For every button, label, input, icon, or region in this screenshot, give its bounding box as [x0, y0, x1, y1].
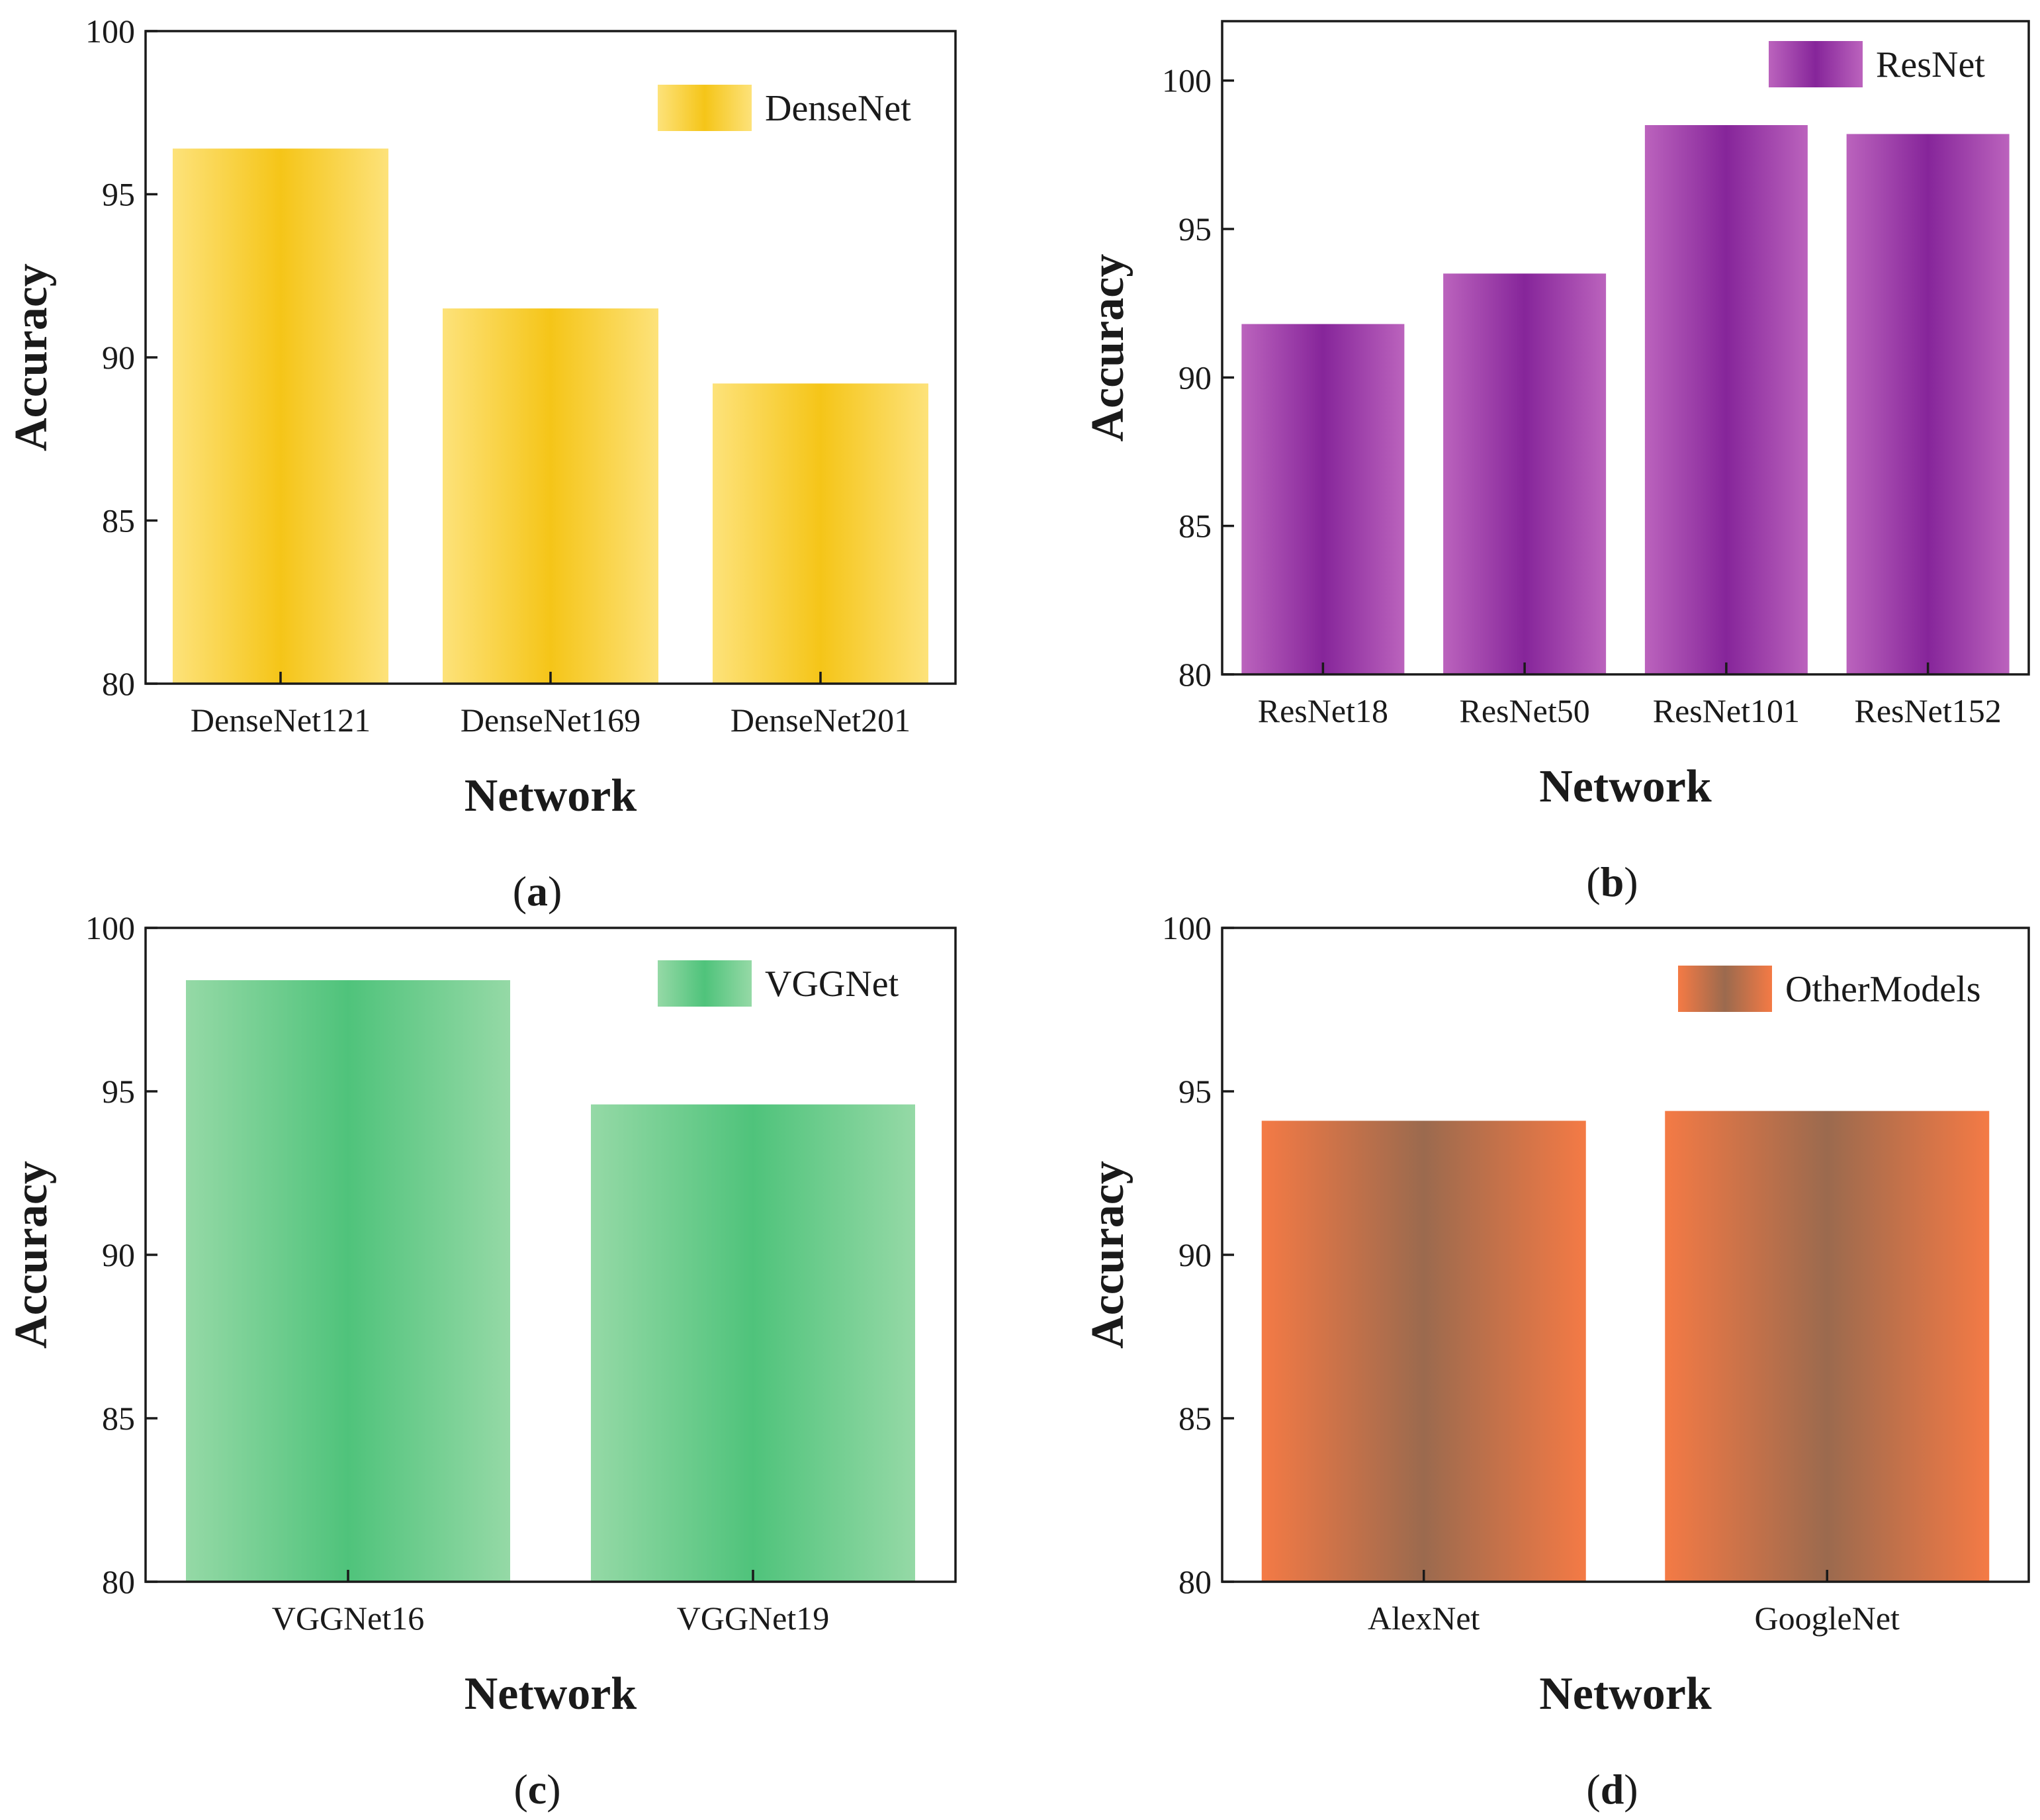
- x-tick-label: ResNet18: [1258, 692, 1388, 729]
- y-tick-label: 95: [102, 1073, 135, 1110]
- legend-label: DenseNet: [765, 88, 911, 129]
- y-tick-label: 100: [85, 13, 135, 50]
- y-tick-label: 100: [1162, 62, 1212, 99]
- panel-label: (d): [1586, 1766, 1638, 1813]
- plot-frame: [1221, 20, 2030, 676]
- x-axis-title: Network: [465, 1668, 637, 1719]
- bar-vggnet16: [186, 980, 510, 1582]
- y-axis-title: Accuracy: [1083, 1161, 1133, 1349]
- x-tick-label: GoogleNet: [1755, 1600, 1900, 1637]
- legend: VGGNet: [658, 960, 899, 1007]
- legend-swatch: [1769, 41, 1863, 87]
- y-tick-label: 85: [102, 1400, 135, 1437]
- legend-swatch: [1678, 966, 1772, 1012]
- chart-panel: 80 85 90 95 100 VGGNet16 VGGNet19 Network Accura…: [6, 909, 957, 1813]
- legend-swatch: [658, 960, 752, 1007]
- y-tick-label: 95: [1178, 210, 1212, 248]
- bar-vggnet19: [591, 1104, 915, 1582]
- y-tick-label: 80: [1178, 1563, 1212, 1600]
- x-tick-label: DenseNet201: [731, 702, 910, 739]
- y-tick-label: 90: [1178, 1236, 1212, 1273]
- legend-label: OtherModels: [1785, 969, 1981, 1010]
- bar-densenet121: [173, 148, 388, 684]
- chart-panel: 80 85 90 95 100 ResNet18 ResNet50 ResNet101 ResN…: [1083, 20, 2030, 905]
- bar-resnet50: [1443, 273, 1607, 674]
- x-tick-label: ResNet101: [1653, 692, 1800, 729]
- y-tick-label: 85: [1178, 508, 1212, 545]
- panel-label: (b): [1586, 858, 1638, 905]
- x-tick-label: ResNet152: [1855, 692, 2002, 729]
- y-tick-label: 85: [1178, 1400, 1212, 1437]
- bar-resnet101: [1644, 125, 1808, 675]
- y-tick-label: 95: [102, 176, 135, 213]
- y-tick-label: 100: [1162, 909, 1212, 946]
- y-tick-label: 90: [102, 339, 135, 376]
- x-tick-label: ResNet50: [1460, 692, 1590, 729]
- y-tick-label: 85: [102, 502, 135, 539]
- bar-densenet169: [443, 308, 658, 684]
- bar-densenet201: [713, 383, 928, 684]
- x-tick-label: AlexNet: [1368, 1600, 1480, 1637]
- x-tick-label: DenseNet169: [461, 702, 641, 739]
- panel-label: (a): [513, 868, 562, 915]
- legend-label: VGGNet: [765, 964, 899, 1005]
- legend-label: ResNet: [1876, 44, 1985, 85]
- y-tick-label: 90: [102, 1236, 135, 1273]
- y-tick-label: 100: [85, 909, 135, 946]
- chart-panel: 80 85 90 95 100 DenseNet121 DenseNet169 DenseNe…: [6, 13, 957, 915]
- chart-panel: 80 85 90 95 100 AlexNet GoogleNet Network Accura…: [1083, 909, 2030, 1813]
- x-axis-title: Network: [465, 770, 637, 821]
- x-tick-label: VGGNet19: [677, 1600, 830, 1637]
- x-tick-label: DenseNet121: [191, 702, 371, 739]
- y-axis-title: Accuracy: [6, 263, 57, 451]
- y-axis-title: Accuracy: [6, 1161, 57, 1349]
- legend: ResNet: [1769, 41, 1985, 87]
- legend-swatch: [658, 85, 752, 131]
- bar-resnet18: [1241, 324, 1405, 674]
- x-axis-title: Network: [1539, 1668, 1712, 1719]
- panel-label: (c): [513, 1766, 560, 1813]
- y-tick-label: 80: [102, 1563, 135, 1600]
- legend: DenseNet: [658, 85, 911, 131]
- y-tick-label: 90: [1178, 359, 1212, 396]
- y-tick-label: 80: [1178, 656, 1212, 693]
- legend: OtherModels: [1678, 966, 1981, 1012]
- y-tick-label: 80: [102, 665, 135, 702]
- x-tick-label: VGGNet16: [272, 1600, 425, 1637]
- bar-googlenet: [1665, 1111, 1990, 1582]
- y-tick-label: 95: [1178, 1073, 1212, 1110]
- x-axis-title: Network: [1539, 761, 1712, 812]
- bar-alexnet: [1261, 1120, 1586, 1582]
- bar-resnet152: [1846, 134, 2010, 674]
- y-axis-title: Accuracy: [1083, 254, 1133, 442]
